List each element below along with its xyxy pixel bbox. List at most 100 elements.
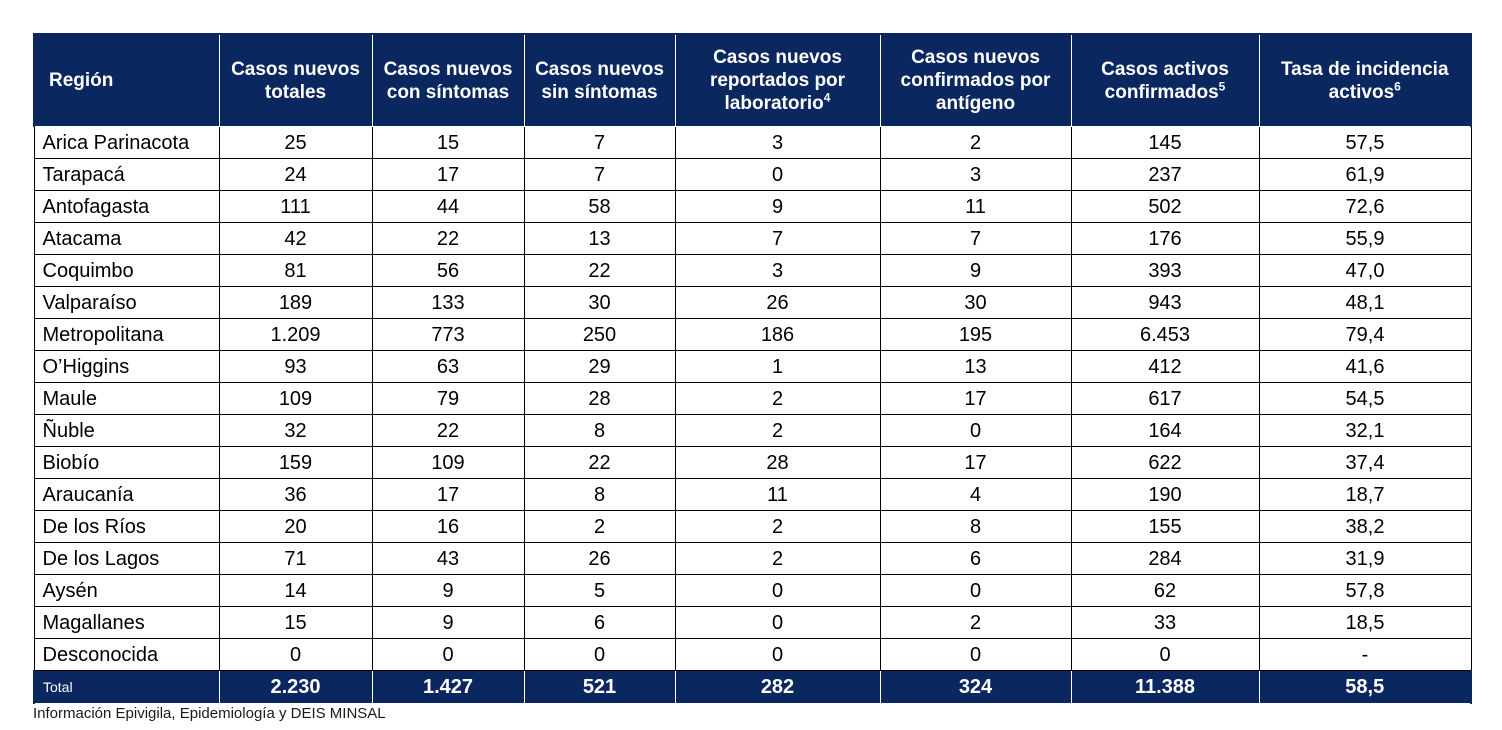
- region-name-cell: Aysén: [33, 574, 220, 607]
- column-header: Casos nuevos sin síntomas: [523, 33, 676, 127]
- value-cell: 284: [1070, 542, 1260, 575]
- value-cell: 44: [371, 190, 525, 223]
- value-cell: 0: [674, 574, 881, 607]
- total-value-cell: 2.230: [218, 670, 373, 704]
- value-cell: 15: [371, 126, 525, 159]
- table-footer: Total 2.230 1.427 521 282 324 11.388 58,5: [33, 670, 1472, 704]
- region-name-cell: Desconocida: [33, 638, 220, 671]
- value-cell: 7: [523, 126, 676, 159]
- value-cell: 41,6: [1258, 350, 1472, 383]
- value-cell: 133: [371, 286, 525, 319]
- value-cell: 2: [674, 542, 881, 575]
- total-value-cell: 1.427: [371, 670, 525, 704]
- value-cell: 237: [1070, 158, 1260, 191]
- value-cell: 17: [371, 478, 525, 511]
- column-header: Región: [33, 33, 220, 127]
- footnote-marker: 5: [1218, 79, 1226, 94]
- value-cell: 62: [1070, 574, 1260, 607]
- region-name-cell: Valparaíso: [33, 286, 220, 319]
- table-row: O’Higgins 93 63 29 1 13 412 41,6: [33, 350, 1472, 383]
- value-cell: 8: [523, 414, 676, 447]
- value-cell: 145: [1070, 126, 1260, 159]
- value-cell: 9: [879, 254, 1072, 287]
- value-cell: 7: [879, 222, 1072, 255]
- value-cell: 4: [879, 478, 1072, 511]
- value-cell: 190: [1070, 478, 1260, 511]
- table-row: Atacama 42 22 13 7 7 176 55,9: [33, 222, 1472, 255]
- value-cell: 250: [523, 318, 676, 351]
- total-value-cell: 11.388: [1070, 670, 1260, 704]
- value-cell: 7: [523, 158, 676, 191]
- value-cell: 1: [674, 350, 881, 383]
- value-cell: 159: [218, 446, 373, 479]
- column-header-label: Casos nuevos reportados por laboratorio: [709, 47, 846, 114]
- value-cell: 617: [1070, 382, 1260, 415]
- value-cell: 393: [1070, 254, 1260, 287]
- value-cell: 30: [879, 286, 1072, 319]
- value-cell: 2: [523, 510, 676, 543]
- value-cell: 2: [674, 414, 881, 447]
- value-cell: 16: [371, 510, 525, 543]
- total-value-cell: 58,5: [1258, 670, 1472, 704]
- value-cell: 22: [523, 254, 676, 287]
- value-cell: 109: [218, 382, 373, 415]
- table-row: Arica Parinacota 25 15 7 3 2 145 57,5: [33, 126, 1472, 159]
- value-cell: 57,8: [1258, 574, 1472, 607]
- value-cell: 13: [879, 350, 1072, 383]
- region-name-cell: O’Higgins: [33, 350, 220, 383]
- value-cell: 28: [674, 446, 881, 479]
- value-cell: 9: [371, 574, 525, 607]
- table-row: Coquimbo 81 56 22 3 9 393 47,0: [33, 254, 1472, 287]
- value-cell: 32,1: [1258, 414, 1472, 447]
- value-cell: 0: [523, 638, 676, 671]
- table-row: Desconocida 0 0 0 0 0 0-: [33, 638, 1472, 671]
- column-header-label: Región: [49, 70, 114, 91]
- value-cell: 2: [674, 510, 881, 543]
- value-cell: 155: [1070, 510, 1260, 543]
- value-cell: 164: [1070, 414, 1260, 447]
- value-cell: 0: [218, 638, 373, 671]
- value-cell: 109: [371, 446, 525, 479]
- column-header-label: Casos nuevos sin síntomas: [535, 58, 664, 103]
- value-cell: 38,2: [1258, 510, 1472, 543]
- column-header: Casos nuevos confirmados por antígeno: [879, 33, 1072, 127]
- value-cell: 36: [218, 478, 373, 511]
- value-cell: 20: [218, 510, 373, 543]
- table-row: De los Ríos 20 16 2 2 8 155 38,2: [33, 510, 1472, 543]
- value-cell: 186: [674, 318, 881, 351]
- value-cell: 0: [371, 638, 525, 671]
- value-cell: 8: [523, 478, 676, 511]
- footnote-marker: 4: [823, 90, 831, 105]
- value-cell: 63: [371, 350, 525, 383]
- value-cell: 11: [879, 190, 1072, 223]
- column-header-label: Casos nuevos confirmados por antígeno: [900, 47, 1051, 114]
- value-cell: 195: [879, 318, 1072, 351]
- total-value-cell: 521: [523, 670, 676, 704]
- value-cell: 42: [218, 222, 373, 255]
- value-cell: 81: [218, 254, 373, 287]
- column-header: Casos nuevos totales: [218, 33, 373, 127]
- value-cell: 943: [1070, 286, 1260, 319]
- value-cell: 3: [674, 126, 881, 159]
- value-cell: 3: [674, 254, 881, 287]
- value-cell: 176: [1070, 222, 1260, 255]
- value-cell: 22: [371, 414, 525, 447]
- value-cell: 28: [523, 382, 676, 415]
- region-name-cell: Araucanía: [33, 478, 220, 511]
- value-cell: 30: [523, 286, 676, 319]
- table-row: Valparaíso 189 133 30 26 30 943 48,1: [33, 286, 1472, 319]
- total-label: Total: [33, 670, 220, 704]
- value-cell: 0: [674, 606, 881, 639]
- region-name-cell: Arica Parinacota: [33, 126, 220, 159]
- value-cell: 6: [879, 542, 1072, 575]
- value-cell: 0: [879, 414, 1072, 447]
- value-cell: 79: [371, 382, 525, 415]
- value-cell: 15: [218, 606, 373, 639]
- value-cell: 189: [218, 286, 373, 319]
- source-note: Información Epivigila, Epidemiología y D…: [33, 705, 386, 722]
- value-cell: 502: [1070, 190, 1260, 223]
- region-name-cell: Atacama: [33, 222, 220, 255]
- value-cell: 17: [879, 446, 1072, 479]
- column-header-label: Casos nuevos con síntomas: [383, 58, 513, 103]
- value-cell: 5: [523, 574, 676, 607]
